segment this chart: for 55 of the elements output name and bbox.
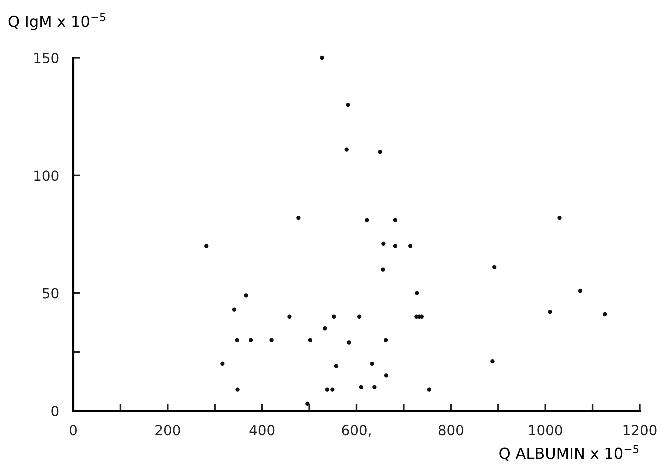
point [347,340,352,345]
x-tick-label: 0 [70,425,77,436]
point [308,338,313,342]
point [427,388,432,392]
point [325,388,330,392]
point [270,338,274,342]
point [393,244,398,248]
point [381,268,386,272]
x-tick-label: 1000 [529,425,562,436]
x-tick-label: 400 [250,425,275,436]
point [334,364,339,368]
point [306,402,310,406]
point [344,148,349,152]
point [320,56,324,60]
x-tick-label: 600, [342,425,371,438]
point [384,374,389,378]
y-tick-label: 100 [34,170,59,182]
point [378,150,382,154]
point [370,362,374,366]
point [548,310,552,314]
point [359,385,364,390]
point [578,288,583,294]
point [490,359,495,364]
point [382,242,386,246]
x-tick-label: 1200 [624,425,657,436]
point [332,314,336,319]
point [408,244,413,248]
point [415,291,420,296]
x-axis-title: Q ALBUMIN x 10$^{−5}$ [500,445,639,462]
point [232,308,237,312]
point [602,312,608,317]
point [365,218,370,222]
y-axis-title: Q IgM x 10$^{−5}$ [8,14,106,30]
point [492,265,497,270]
point [244,294,248,298]
point [384,338,388,342]
point [296,216,301,220]
point [330,388,335,392]
point [248,338,254,342]
point [358,314,362,319]
y-tick-label: 0 [52,406,59,416]
point [372,385,377,390]
point [235,338,240,342]
point [220,362,225,366]
y-tick-label: 50 [43,288,59,299]
y-tick-label: 150 [34,52,59,64]
point [393,218,398,222]
x-tick-label: 200 [156,425,180,436]
x-tick-label: 800 [438,425,464,436]
point [323,326,328,331]
point [204,244,209,248]
point [346,102,350,108]
point [558,216,562,220]
point [288,314,292,319]
point [236,388,240,392]
